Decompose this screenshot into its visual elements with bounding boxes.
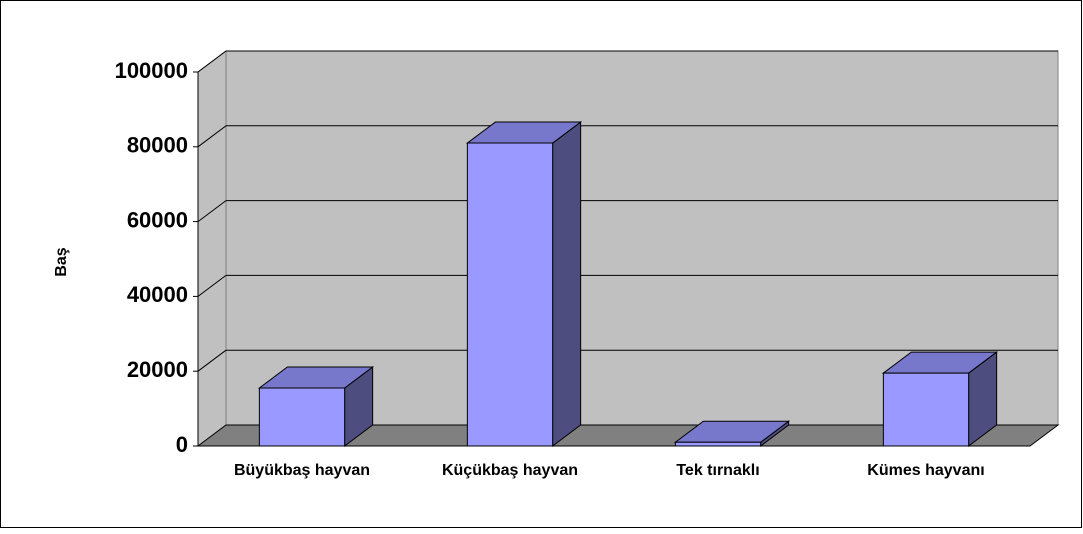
bar-front [882,372,970,447]
y-tick-label: 100000 [115,58,188,83]
bar-front [674,441,762,447]
y-tick-label: 80000 [127,133,188,158]
x-tick-label: Kümes hayvanı [867,462,984,479]
bar-front [466,142,554,447]
bar-side [552,121,582,447]
bar [465,121,583,447]
x-tick-label: Küçükbaş hayvan [442,462,578,479]
y-tick-label: 0 [176,432,188,457]
grid-line-side [197,200,227,223]
x-tick-label: Tek tırnaklı [676,462,759,479]
bar [673,420,791,447]
grid-line-side [197,50,227,73]
y-tick-label: 20000 [127,357,188,382]
bar [881,351,999,447]
grid-line-side [197,274,227,297]
grid-line-side [197,125,227,148]
x-tick-label: Büyükbaş hayvan [234,462,370,479]
side-wall [197,50,227,447]
y-tick-label: 40000 [127,282,188,307]
bar-front [258,387,346,447]
y-axis-label: Baş [53,247,70,276]
grid-line-side [197,349,227,372]
y-tick-label: 60000 [127,207,188,232]
bar [257,366,375,447]
